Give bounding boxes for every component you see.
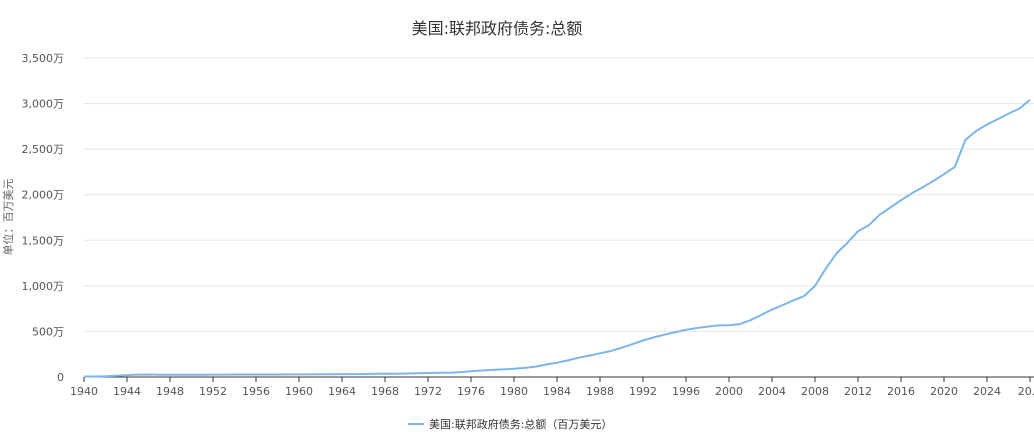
- x-tick-label: 1944: [113, 385, 141, 398]
- y-tick-label: 3,500万: [22, 52, 65, 65]
- x-tick-label: 1992: [629, 385, 657, 398]
- x-tick-label: 2008: [801, 385, 829, 398]
- series-line[interactable]: [84, 99, 1031, 378]
- x-tick-label: 2016: [887, 385, 915, 398]
- x-axis: 1940 1944 1948 1952 1956 1960 1964 1968 1972 1976…: [70, 376, 1034, 398]
- x-tick-label: 1952: [199, 385, 227, 398]
- x-tick-label: 1976: [457, 385, 485, 398]
- x-tick-label: 2020: [930, 385, 958, 398]
- y-tick-label: 500万: [32, 325, 64, 338]
- x-tick-label: 2024: [973, 385, 1001, 398]
- x-tick-label: 1988: [586, 385, 614, 398]
- x-tick-label: 1996: [672, 385, 700, 398]
- y-tick-label: 2,000万: [22, 189, 65, 202]
- chart-title: 美国:联邦政府债务:总额: [412, 19, 583, 38]
- x-tick-label: 1964: [328, 385, 356, 398]
- grid-lines: [84, 57, 1034, 332]
- legend-label: 美国:联邦政府债务:总额（百万美元）: [429, 417, 612, 431]
- y-tick-label: 0: [57, 371, 64, 384]
- y-axis-ticks: 0 500万 1,000万 1,500万 2,000万 2,500万 3,000万 3,500…: [22, 52, 65, 384]
- x-tick-label: 1972: [414, 385, 442, 398]
- x-tick-label: 1956: [242, 385, 270, 398]
- x-tick-label: 2012: [844, 385, 872, 398]
- x-tick-label: 2000: [715, 385, 743, 398]
- y-tick-label: 3,000万: [22, 98, 65, 111]
- x-tick-label: 1960: [285, 385, 313, 398]
- y-axis-label: 单位：百万美元: [1, 179, 15, 256]
- x-tick-label: 1968: [371, 385, 399, 398]
- x-tick-label: 1948: [156, 385, 184, 398]
- x-tick-label: 1984: [543, 385, 571, 398]
- y-tick-label: 1,000万: [22, 280, 65, 293]
- y-tick-label: 1,500万: [22, 234, 65, 247]
- x-tick-label: 1980: [500, 385, 528, 398]
- legend[interactable]: 美国:联邦政府债务:总额（百万美元）: [408, 417, 612, 431]
- series-layer: [84, 99, 1031, 378]
- x-tick-label: 20...: [1018, 385, 1034, 398]
- y-tick-label: 2,500万: [22, 143, 65, 156]
- x-tick-label: 1940: [70, 385, 98, 398]
- x-tick-label: 2004: [758, 385, 786, 398]
